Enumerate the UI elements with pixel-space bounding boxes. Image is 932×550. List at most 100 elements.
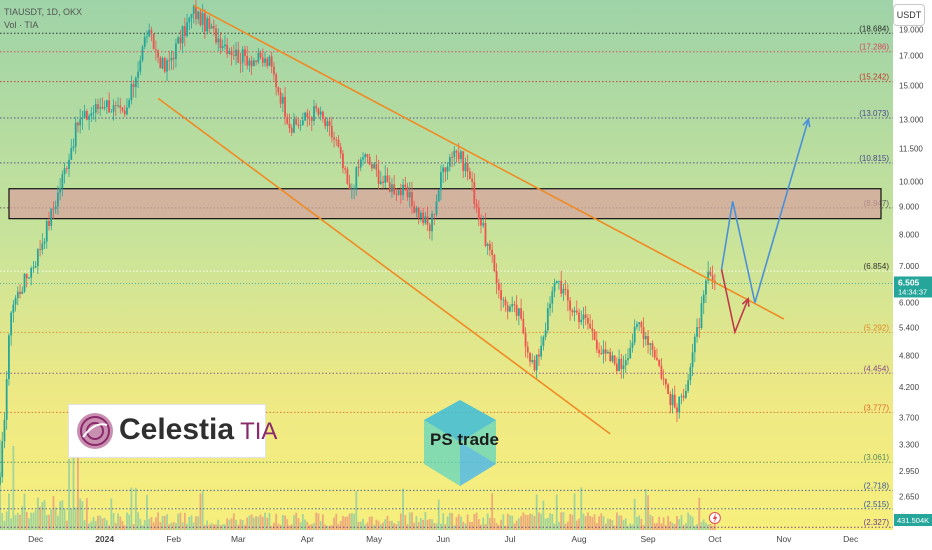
volume-bar [330, 525, 333, 530]
volume-bar [491, 493, 494, 530]
candle-body [682, 395, 685, 398]
volume-bar [128, 514, 131, 530]
volume-bar [12, 445, 15, 530]
volume-bar [284, 515, 286, 530]
volume-bar [59, 501, 62, 530]
volume-bar [709, 524, 712, 530]
candle-body [59, 188, 62, 193]
candle-body [0, 476, 1, 485]
volume-bar [560, 512, 563, 530]
candle-body [1, 441, 4, 477]
volume-bar [680, 515, 683, 530]
volume-bar [19, 514, 21, 530]
candle-body [36, 249, 39, 267]
candle-body [77, 122, 79, 126]
candle-body [65, 168, 68, 170]
volume-bar [170, 522, 173, 530]
ps-trade-watermark: PS trade [430, 430, 499, 449]
candle-body [350, 188, 353, 190]
volume-bar [88, 523, 90, 530]
volume-bar [134, 487, 137, 530]
volume-bar [457, 514, 460, 530]
candle-body [348, 183, 351, 190]
projection-arrowhead [802, 117, 811, 128]
volume-bar [308, 524, 311, 530]
candle-body [197, 11, 200, 20]
candle-body [408, 192, 411, 198]
volume-bar [353, 513, 355, 530]
candle-body [210, 26, 213, 29]
candle-body [705, 280, 707, 295]
candle-body [228, 50, 231, 54]
candle-body [117, 105, 119, 107]
volume-bar [23, 493, 26, 530]
volume-bar [553, 523, 556, 530]
volume-bar [252, 517, 255, 530]
candle-body [74, 122, 77, 147]
volume-bar [566, 521, 569, 530]
candle-body [353, 188, 355, 190]
candle-body [540, 345, 543, 357]
candle-body [667, 384, 669, 394]
price-tick-label: 6.000 [899, 299, 920, 308]
volume-bar [437, 499, 440, 530]
candle-body [676, 407, 678, 413]
volume-bar [633, 498, 636, 530]
volume-bar [500, 519, 502, 530]
candle-body [515, 304, 518, 316]
candle-body [453, 150, 456, 158]
candle-body [702, 294, 705, 304]
candle-body [192, 6, 195, 14]
candle-body [179, 37, 182, 44]
candle-body [339, 146, 342, 154]
candle-body [633, 326, 636, 343]
candle-body [261, 57, 264, 63]
candle-body [624, 360, 627, 366]
candle-body [183, 26, 186, 37]
candle-body [526, 346, 529, 353]
candle-body [161, 58, 164, 69]
volume-bar [50, 509, 53, 530]
volume-bar [551, 513, 554, 530]
volume-bar [3, 520, 6, 530]
currency-unit-button[interactable]: USDT [893, 4, 925, 26]
candle-body [442, 167, 445, 173]
candle-body [684, 390, 687, 398]
price-tick-label: 5.400 [899, 324, 920, 333]
candle-body [359, 159, 362, 168]
current-price-tag[interactable] [894, 276, 932, 298]
volume-bar [442, 513, 445, 530]
candle-body [426, 216, 429, 225]
candle-body [215, 28, 217, 43]
lightning-glyph [712, 513, 718, 523]
volume-bar [123, 525, 126, 530]
candle-body [413, 205, 416, 213]
volume-bar [705, 522, 707, 530]
candle-body [217, 38, 220, 43]
volume-bar [79, 498, 82, 530]
volume-bar [293, 515, 295, 530]
volume-bar [473, 514, 476, 530]
candle-body [538, 354, 540, 357]
volume-bar [509, 515, 511, 530]
candle-body [462, 151, 465, 172]
volume-bar [711, 525, 714, 530]
volume-bar [549, 513, 551, 530]
candle-body [257, 52, 260, 62]
candle-body [446, 166, 449, 172]
volume-bar [520, 516, 523, 530]
time-tick-label: Jul [505, 534, 516, 544]
candle-body [230, 50, 233, 56]
volume-bar [533, 515, 536, 530]
candle-body [598, 349, 600, 354]
volume-bar [484, 524, 487, 530]
candle-body [415, 207, 418, 213]
candle-body [32, 267, 35, 269]
volume-bar [562, 512, 565, 530]
level-label: (3.777) [864, 403, 890, 412]
volume-bar [41, 502, 44, 530]
volume-bar [422, 519, 425, 530]
candle-body [244, 49, 246, 56]
candle-body [34, 266, 37, 268]
volume-bar [306, 521, 309, 530]
